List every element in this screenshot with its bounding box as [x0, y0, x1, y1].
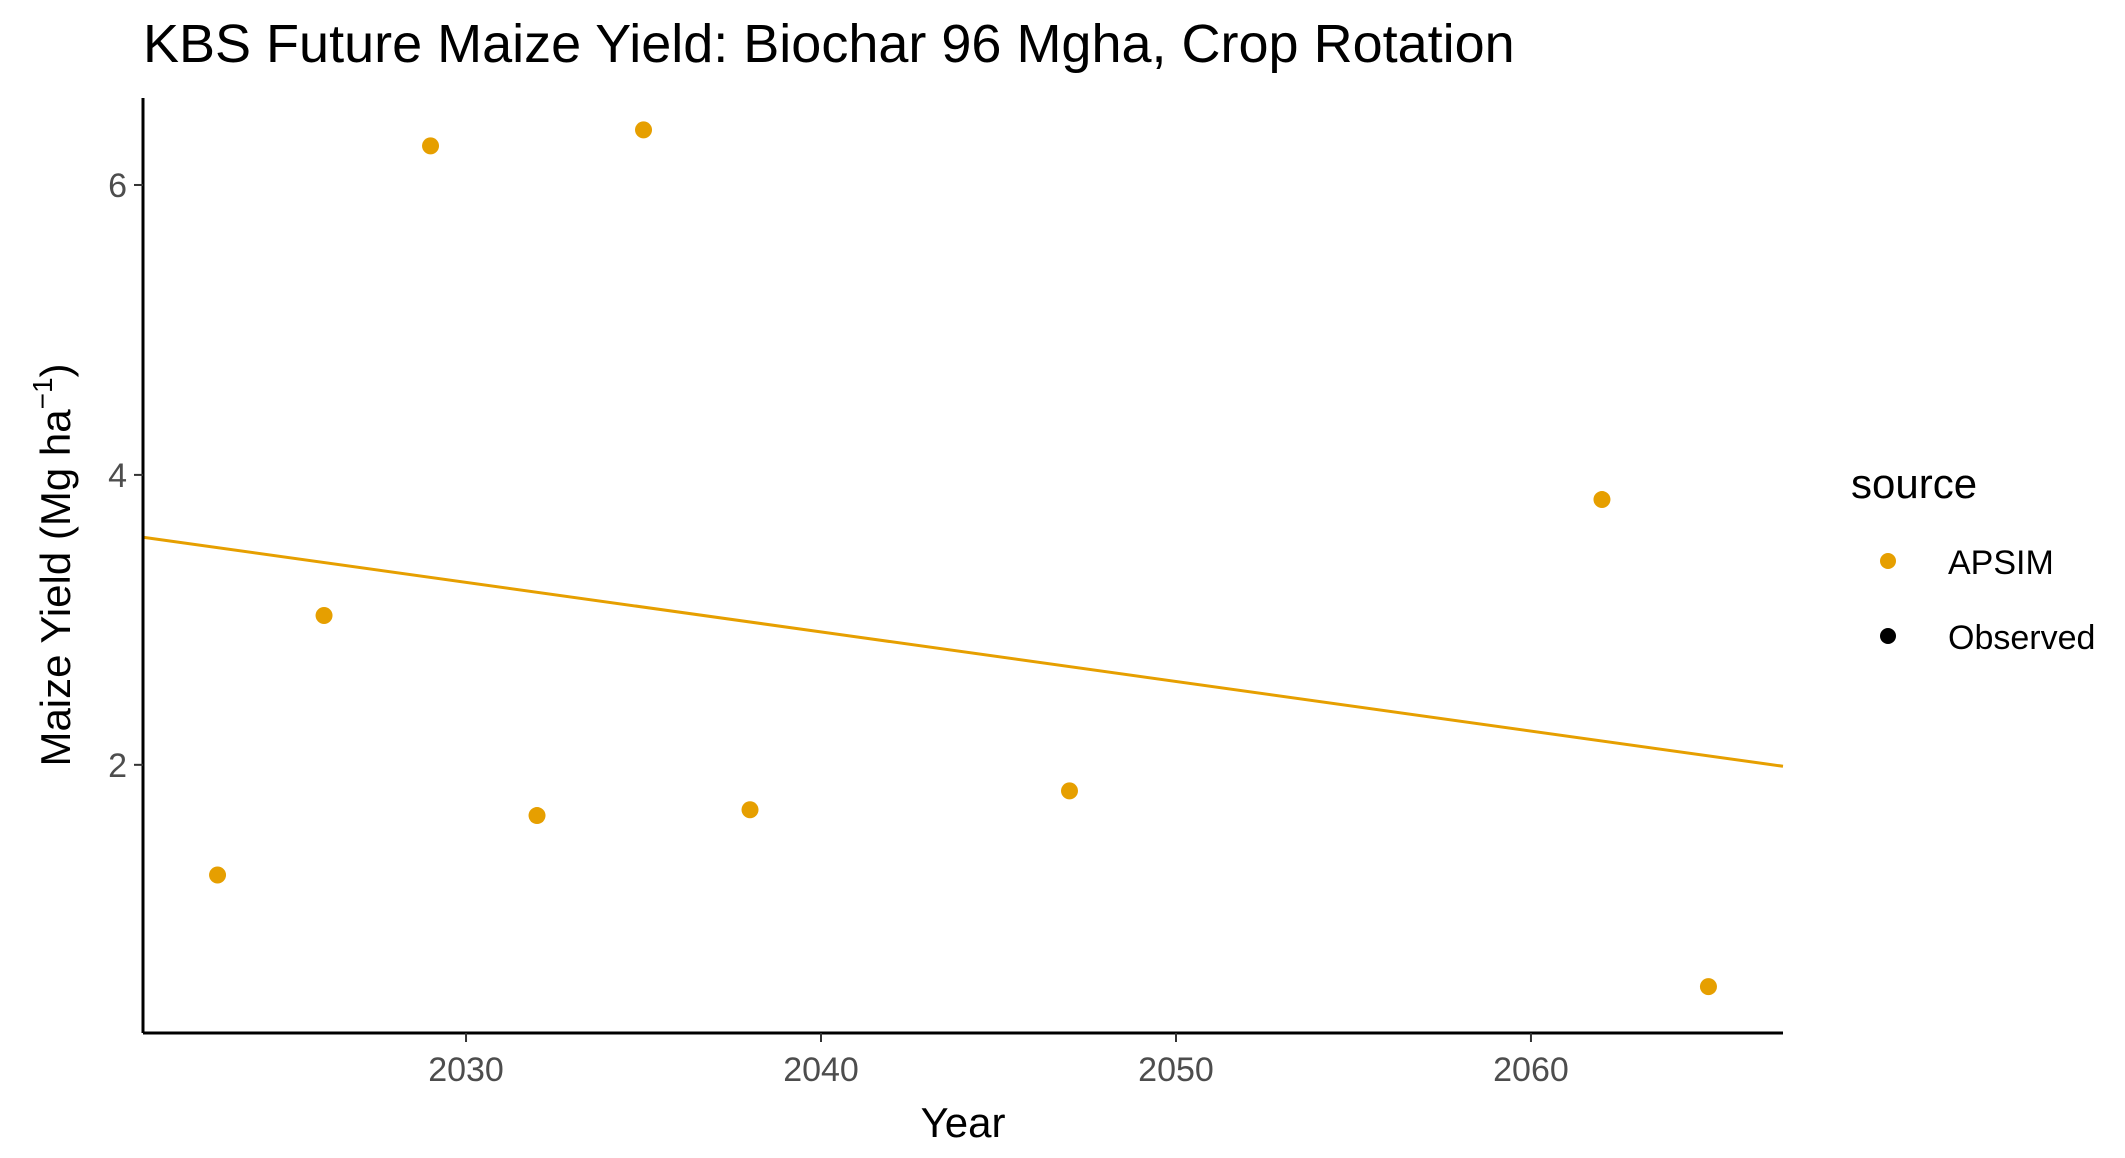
- x-tick-label: 2050: [1138, 1051, 1214, 1089]
- y-tick-label: 4: [108, 457, 127, 495]
- data-point: [528, 807, 546, 825]
- legend-label-observed: Observed: [1948, 619, 2095, 657]
- data-point: [315, 607, 333, 625]
- y-axis-title-close: ): [32, 363, 79, 377]
- legend-key-observed: [1880, 628, 1896, 644]
- y-axis-title-superscript: −1: [27, 377, 58, 409]
- data-point: [635, 121, 653, 139]
- y-axis-ticks: 2 4 6: [108, 167, 143, 785]
- data-point: [1593, 491, 1611, 509]
- legend-label-apsim: APSIM: [1948, 544, 2054, 582]
- trend-line: [142, 535, 1784, 768]
- legend-title: source: [1851, 460, 1977, 507]
- x-tick-label: 2060: [1493, 1051, 1569, 1089]
- chart-title: KBS Future Maize Yield: Biochar 96 Mgha,…: [143, 14, 1515, 74]
- y-axis-title: Maize Yield (Mg ha−1): [27, 363, 79, 766]
- data-point: [741, 801, 759, 819]
- y-tick-label: 6: [108, 167, 127, 205]
- data-point: [1060, 782, 1078, 800]
- x-axis-ticks: 2030 2040 2050 2060: [428, 1033, 1569, 1089]
- y-tick-label: 2: [108, 747, 127, 785]
- data-point: [422, 137, 440, 155]
- x-tick-label: 2030: [428, 1051, 504, 1089]
- plot-area: [142, 121, 1784, 996]
- data-point: [209, 866, 227, 884]
- x-tick-label: 2040: [783, 1051, 859, 1089]
- x-axis-title: Year: [921, 1099, 1006, 1146]
- y-axis-title-main: Maize Yield (Mg ha: [32, 409, 79, 767]
- legend: source APSIM Observed: [1851, 460, 2095, 657]
- legend-key-apsim: [1880, 553, 1896, 569]
- data-point: [1699, 978, 1717, 996]
